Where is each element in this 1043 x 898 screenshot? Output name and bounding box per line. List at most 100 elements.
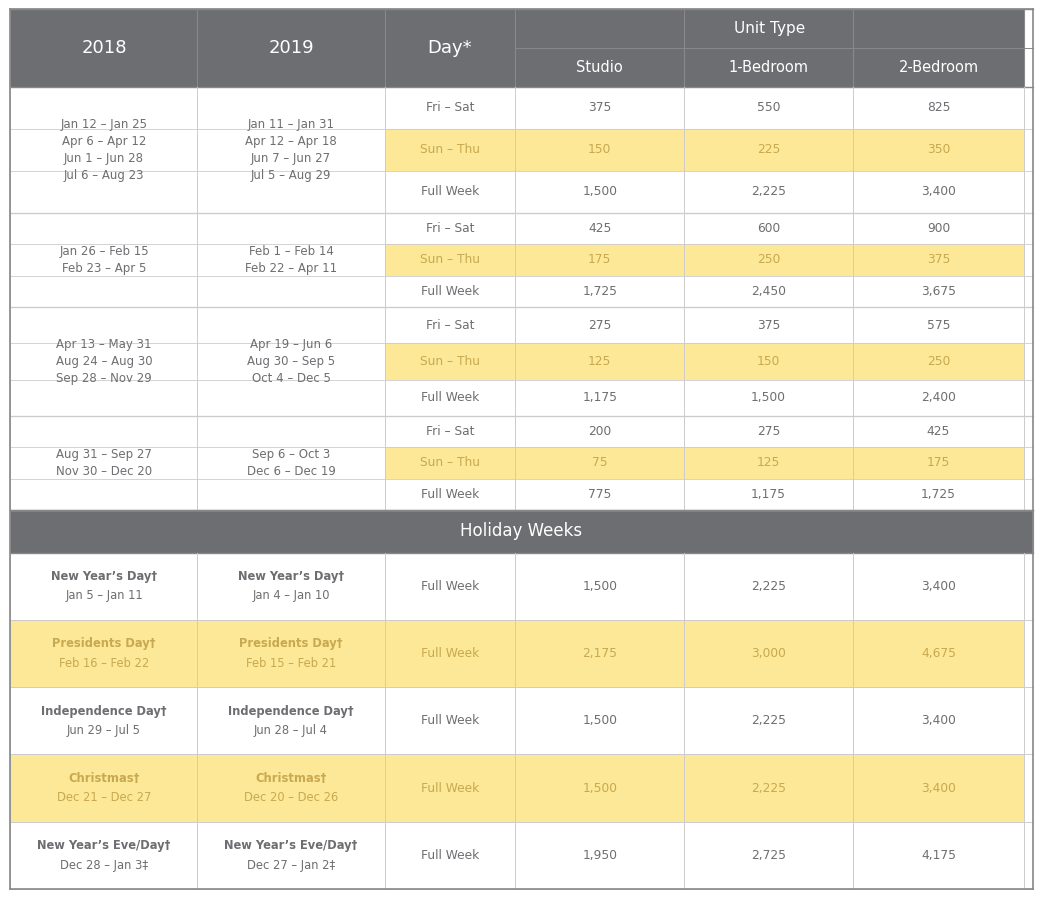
Bar [197, 416, 385, 510]
Text: 1,725: 1,725 [921, 488, 956, 501]
Text: Full Week: Full Week [420, 849, 479, 862]
Bar [515, 129, 684, 171]
Bar [515, 552, 684, 620]
Text: 2-Bedroom: 2-Bedroom [898, 60, 978, 75]
Bar [385, 87, 515, 129]
Bar [684, 620, 853, 687]
Bar [853, 687, 1024, 754]
Text: Apr 19 – Jun 6
Aug 30 – Sep 5
Oct 4 – Dec 5: Apr 19 – Jun 6 Aug 30 – Sep 5 Oct 4 – De… [247, 338, 335, 385]
Text: 775: 775 [588, 488, 611, 501]
Bar [515, 687, 684, 754]
Text: 550: 550 [756, 101, 780, 114]
Bar [197, 9, 385, 87]
Text: 2,450: 2,450 [751, 285, 785, 298]
Text: Full Week: Full Week [420, 488, 479, 501]
Text: Dec 20 – Dec 26: Dec 20 – Dec 26 [244, 791, 338, 805]
Text: 75: 75 [591, 456, 607, 470]
Text: 4,175: 4,175 [921, 849, 956, 862]
Bar [684, 822, 853, 889]
Text: 2,225: 2,225 [751, 186, 785, 198]
Bar [385, 171, 515, 213]
Text: Jan 4 – Jan 10: Jan 4 – Jan 10 [252, 589, 330, 603]
Bar [385, 416, 515, 447]
Bar [853, 822, 1024, 889]
Text: 1,175: 1,175 [582, 392, 617, 404]
Text: Apr 13 – May 31
Aug 24 – Aug 30
Sep 28 – Nov 29: Apr 13 – May 31 Aug 24 – Aug 30 Sep 28 –… [55, 338, 152, 385]
Text: 200: 200 [588, 425, 611, 438]
Bar [385, 276, 515, 307]
Text: Fri – Sat: Fri – Sat [426, 101, 475, 114]
Text: 3,400: 3,400 [921, 186, 956, 198]
Text: 150: 150 [588, 144, 611, 156]
Text: 375: 375 [927, 253, 950, 267]
Bar [515, 307, 684, 343]
Bar [197, 87, 385, 213]
Text: 600: 600 [757, 222, 780, 235]
Text: Christmas†: Christmas† [68, 772, 140, 785]
Bar [684, 213, 853, 244]
Text: 175: 175 [588, 253, 611, 267]
Bar [385, 687, 515, 754]
Text: 150: 150 [756, 355, 780, 368]
Bar [853, 552, 1024, 620]
Bar [515, 754, 684, 822]
Bar [853, 416, 1024, 447]
Text: Unit Type: Unit Type [734, 21, 805, 36]
Text: Holiday Weeks: Holiday Weeks [460, 523, 583, 541]
Bar [515, 479, 684, 510]
Text: 2018: 2018 [81, 39, 126, 57]
Text: 2,225: 2,225 [751, 714, 785, 727]
Bar [684, 276, 853, 307]
Text: 825: 825 [927, 101, 950, 114]
Bar [853, 48, 1024, 87]
Text: 1-Bedroom: 1-Bedroom [728, 60, 808, 75]
Text: 275: 275 [756, 425, 780, 438]
Text: Full Week: Full Week [420, 392, 479, 404]
Text: Full Week: Full Week [420, 647, 479, 660]
Text: 2,225: 2,225 [751, 781, 785, 795]
Text: Dec 28 – Jan 3‡: Dec 28 – Jan 3‡ [59, 858, 148, 872]
Bar [197, 754, 385, 822]
Text: Jan 11 – Jan 31
Apr 12 – Apr 18
Jun 7 – Jun 27
Jul 5 – Aug 29: Jan 11 – Jan 31 Apr 12 – Apr 18 Jun 7 – … [245, 118, 337, 182]
Text: 250: 250 [756, 253, 780, 267]
Bar [385, 9, 515, 87]
Bar [684, 416, 853, 447]
Bar [197, 213, 385, 307]
Bar [515, 244, 684, 276]
Text: 375: 375 [756, 319, 780, 331]
Text: 4,675: 4,675 [921, 647, 956, 660]
Bar [853, 343, 1024, 380]
Bar [684, 754, 853, 822]
Text: 2,400: 2,400 [921, 392, 956, 404]
Text: Aug 31 – Sep 27
Nov 30 – Dec 20: Aug 31 – Sep 27 Nov 30 – Dec 20 [56, 448, 152, 478]
Bar [10, 620, 197, 687]
Bar [197, 687, 385, 754]
Bar [853, 129, 1024, 171]
Text: 1,500: 1,500 [582, 714, 617, 727]
Bar [515, 447, 684, 479]
Bar [515, 9, 1024, 48]
Bar [515, 48, 684, 87]
Text: 2,225: 2,225 [751, 580, 785, 593]
Bar [684, 479, 853, 510]
Text: 125: 125 [588, 355, 611, 368]
Bar [684, 552, 853, 620]
Text: 1,500: 1,500 [582, 580, 617, 593]
Bar [10, 9, 197, 87]
Text: Studio: Studio [577, 60, 623, 75]
Text: 1,500: 1,500 [751, 392, 785, 404]
Bar [853, 380, 1024, 416]
Text: 2,725: 2,725 [751, 849, 785, 862]
Bar [515, 213, 684, 244]
Text: Feb 16 – Feb 22: Feb 16 – Feb 22 [58, 656, 149, 670]
Bar [385, 822, 515, 889]
Text: Presidents Day†: Presidents Day† [52, 638, 155, 650]
Text: Christmas†: Christmas† [256, 772, 326, 785]
Text: Full Week: Full Week [420, 580, 479, 593]
Text: 1,950: 1,950 [582, 849, 617, 862]
Text: Presidents Day†: Presidents Day† [239, 638, 343, 650]
Bar [385, 213, 515, 244]
Text: 3,400: 3,400 [921, 781, 956, 795]
Bar [853, 307, 1024, 343]
Text: Full Week: Full Week [420, 714, 479, 727]
